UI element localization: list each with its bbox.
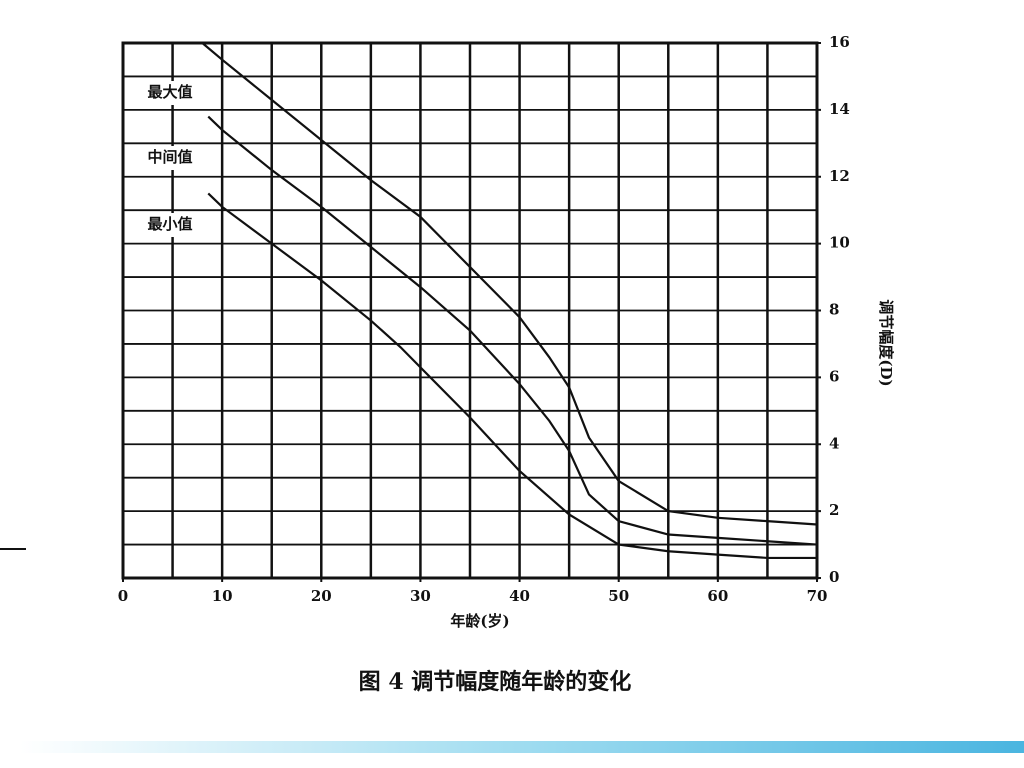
y-tick-label: 8 bbox=[829, 301, 839, 319]
curve bbox=[207, 192, 817, 560]
series-label-bg bbox=[132, 213, 208, 237]
x-tick-label: 0 bbox=[118, 587, 128, 605]
curve bbox=[207, 115, 818, 546]
x-tick-label: 10 bbox=[212, 587, 233, 605]
x-tick-label: 20 bbox=[311, 587, 332, 605]
y-tick-label: 14 bbox=[829, 100, 850, 118]
series-label: 中间值 bbox=[147, 148, 192, 166]
x-tick-label: 30 bbox=[410, 587, 431, 605]
series-label: 最小值 bbox=[147, 215, 192, 233]
chart-title: 图 4 调节幅度随年龄的变化 bbox=[359, 669, 632, 695]
y-tick-label: 16 bbox=[829, 33, 850, 51]
x-tick-label: 70 bbox=[807, 587, 828, 605]
y-tick-label: 4 bbox=[829, 434, 839, 452]
y-tick-label: 12 bbox=[829, 167, 850, 185]
x-tick-label: 40 bbox=[509, 587, 530, 605]
x-axis-title: 年龄(岁) bbox=[450, 612, 509, 630]
x-tick-label: 60 bbox=[707, 587, 728, 605]
x-tick-label: 50 bbox=[608, 587, 629, 605]
series-label-bg bbox=[132, 146, 208, 170]
y-tick-label: 10 bbox=[829, 234, 850, 252]
decor-bar bbox=[20, 741, 1024, 753]
curve bbox=[201, 42, 818, 526]
series-label-bg bbox=[132, 81, 208, 105]
series-label: 最大值 bbox=[147, 83, 192, 101]
y-tick-label: 6 bbox=[829, 367, 839, 385]
y-axis-title: 调节幅度(D) bbox=[877, 299, 895, 386]
y-tick-label: 0 bbox=[829, 568, 839, 586]
y-tick-label: 2 bbox=[829, 501, 839, 519]
